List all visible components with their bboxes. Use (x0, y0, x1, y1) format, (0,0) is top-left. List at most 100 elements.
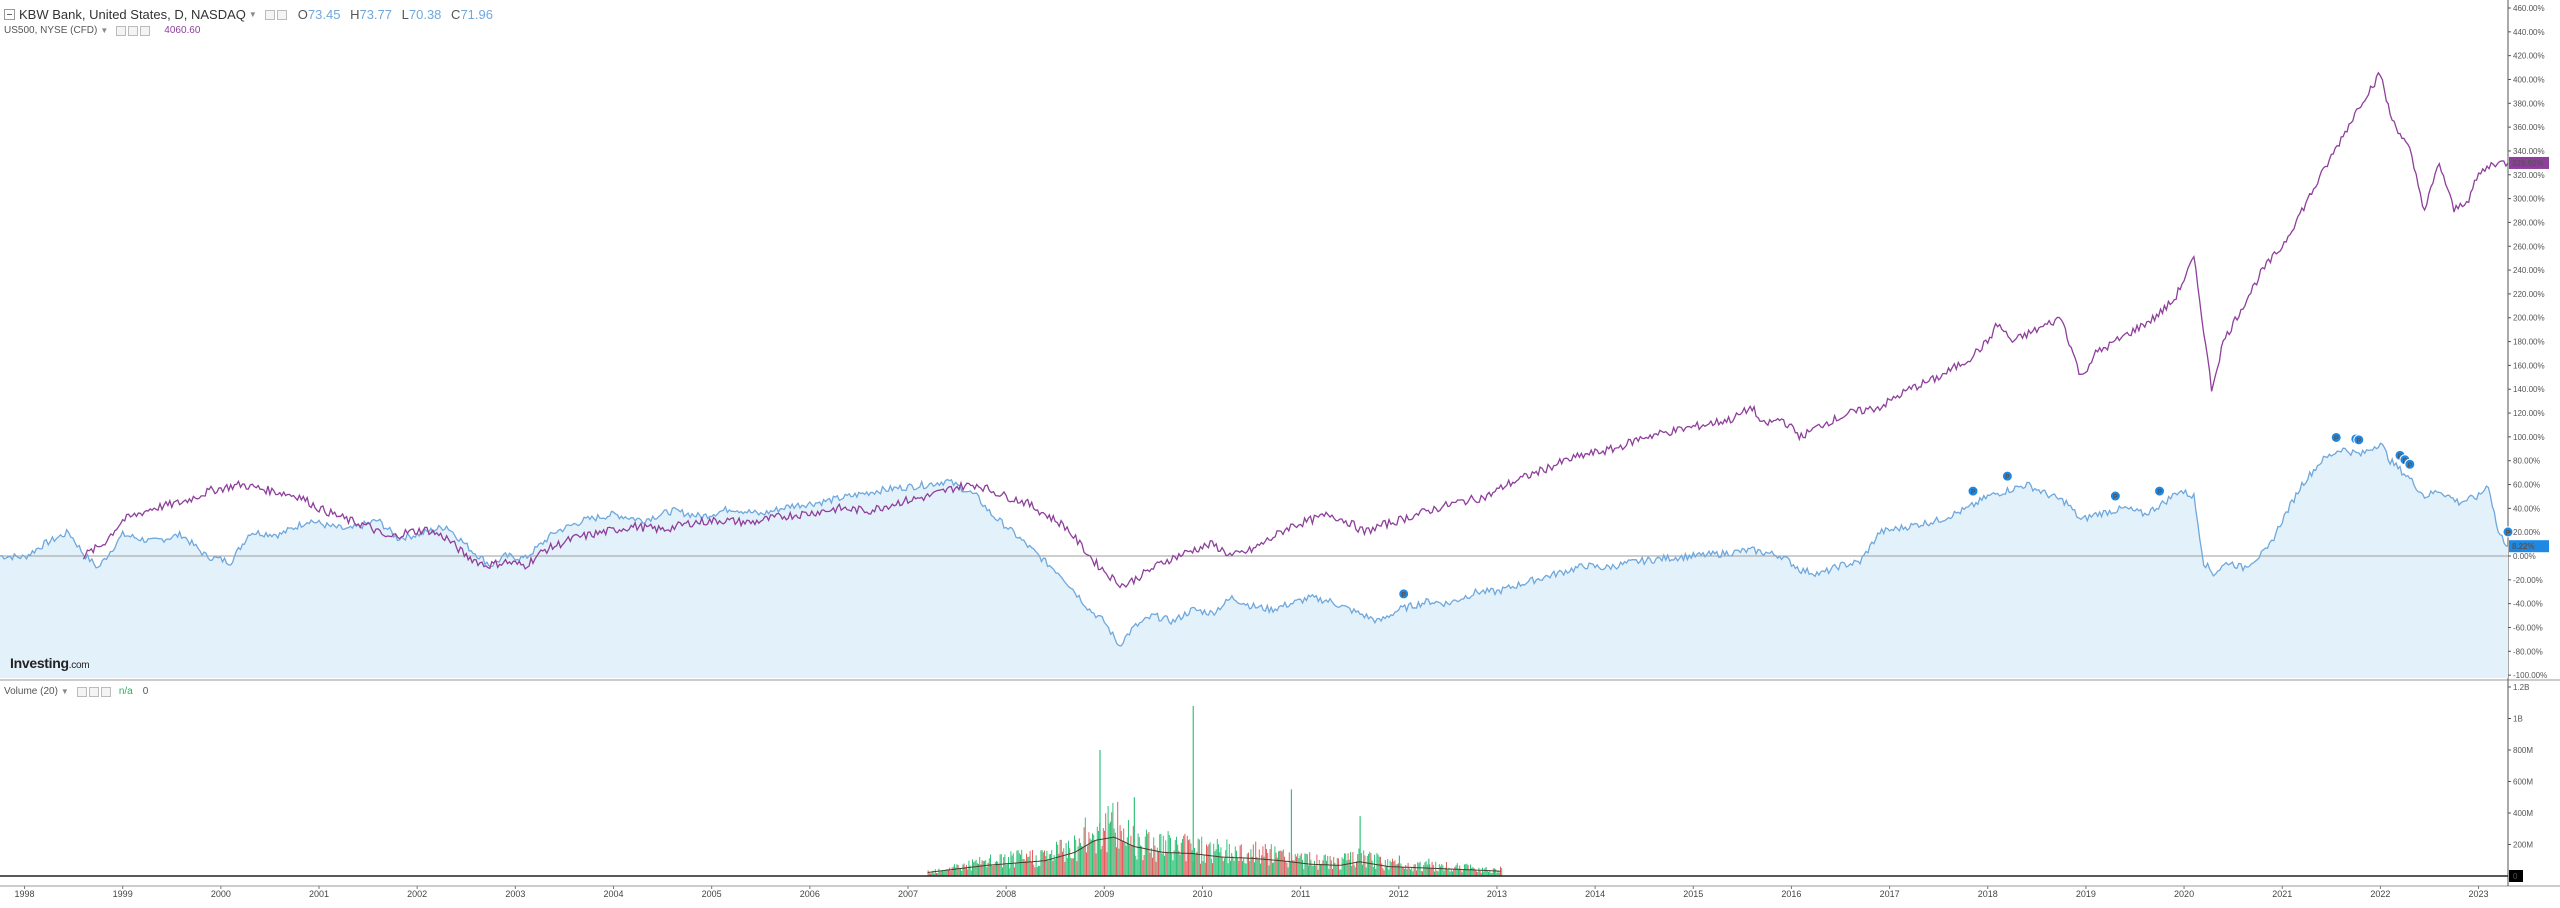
x-tick-label: 2021 (2272, 889, 2292, 899)
volume-bar (1383, 870, 1385, 876)
volume-bar (1317, 869, 1319, 876)
volume-bar (1214, 851, 1216, 876)
volume-bar (1100, 849, 1102, 876)
us500-line (82, 71, 2509, 589)
volume-bar (1069, 848, 1071, 876)
volume-bar (1030, 861, 1032, 876)
volume-bar (966, 864, 967, 876)
volume-bar (1335, 865, 1337, 876)
volume-bar (1116, 847, 1117, 876)
volume-bar (972, 859, 973, 876)
volume-bar (1302, 859, 1303, 876)
remove-icon[interactable] (100, 686, 111, 697)
volume-bar (1347, 853, 1349, 876)
x-tick-label: 2003 (505, 889, 525, 899)
y-tick-label: -80.00% (2513, 647, 2543, 656)
x-tick-label: 2015 (1683, 889, 1703, 899)
volume-bar (1172, 860, 1174, 876)
volume-bar (1387, 858, 1389, 876)
volume-bar (980, 864, 982, 876)
volume-bar (1395, 864, 1397, 876)
y-tick-label: 80.00% (2513, 457, 2540, 466)
volume-bar (1142, 860, 1144, 876)
volume-bar (1131, 846, 1133, 876)
x-tick-label: 2008 (996, 889, 1016, 899)
volume-bar (1298, 858, 1300, 876)
volume-bar (967, 869, 969, 876)
chevron-down-icon[interactable]: ▼ (248, 10, 257, 19)
volume-bar (1304, 853, 1306, 876)
hide-icon[interactable] (276, 9, 287, 20)
volume-bar (1484, 868, 1486, 876)
event-marker-label: P (2398, 453, 2403, 460)
settings-icon[interactable] (116, 25, 127, 36)
volume-bar (1028, 856, 1030, 876)
volume-bar (1165, 840, 1167, 876)
volume-bar (949, 867, 951, 876)
y-tick-label: 420.00% (2513, 52, 2545, 61)
volume-bar (1225, 850, 1227, 876)
volume-bar (1190, 843, 1192, 876)
volume-bar (992, 866, 994, 876)
volume-bar (1063, 848, 1065, 876)
y-tick-label: 240.00% (2513, 266, 2545, 275)
volume-bar (982, 861, 984, 876)
volume-bar (1128, 820, 1129, 876)
volume-bar (1450, 869, 1452, 876)
open-value: 73.45 (307, 7, 341, 22)
collapse-icon[interactable] (4, 9, 15, 20)
volume-bar (1310, 859, 1312, 876)
x-tick-label: 2011 (1291, 889, 1310, 899)
volume-bar (1050, 854, 1051, 876)
volume-bar (1338, 858, 1339, 876)
y-tick-label: -60.00% (2513, 623, 2543, 632)
settings-icon[interactable] (76, 686, 87, 697)
volume-bar (1078, 838, 1080, 876)
remove-icon[interactable] (140, 25, 151, 36)
volume-zero: 0 (142, 686, 149, 697)
volume-bar (1080, 842, 1081, 876)
volume-bar (1311, 865, 1313, 876)
volume-bar (1066, 857, 1068, 876)
volume-bar (1393, 861, 1395, 876)
volume-bar (1191, 850, 1193, 876)
volume-bar (1200, 863, 1201, 876)
volume-bar (964, 867, 966, 876)
volume-label[interactable]: Volume (20) (4, 686, 58, 697)
volume-bar (1089, 838, 1091, 876)
volume-bar (1478, 867, 1480, 876)
volume-bar (1318, 860, 1320, 876)
chevron-down-icon[interactable]: ▼ (60, 687, 69, 696)
hide-icon[interactable] (88, 686, 99, 697)
chevron-down-icon[interactable]: ▼ (100, 26, 109, 35)
volume-bar (1006, 864, 1008, 876)
volume-bar (1158, 851, 1159, 876)
volume-bar (1437, 871, 1439, 876)
hide-icon[interactable] (128, 25, 139, 36)
volume-bar (927, 870, 929, 876)
volume-bar (1242, 860, 1243, 876)
volume-bar (1305, 853, 1307, 876)
main-symbol[interactable]: KBW Bank, United States, D, NASDAQ (19, 7, 246, 22)
volume-bar (1233, 860, 1235, 876)
settings-icon[interactable] (264, 9, 275, 20)
volume-bar (1027, 856, 1029, 876)
volume-bar (1443, 870, 1445, 876)
volume-bar (1029, 850, 1031, 876)
volume-bar (1046, 850, 1048, 876)
volume-tick-label: 600M (2513, 778, 2533, 787)
volume-bar (1183, 835, 1185, 876)
compare-symbol[interactable]: US500, NYSE (CFD) (4, 25, 98, 36)
volume-bar (1155, 861, 1157, 876)
volume-bar (1388, 869, 1390, 876)
low-key: L (401, 7, 409, 22)
volume-bar (1227, 863, 1229, 876)
volume-bar (1340, 869, 1342, 876)
volume-bar (1148, 832, 1150, 876)
volume-bar (1047, 860, 1049, 876)
event-marker (1967, 485, 1979, 497)
event-marker-label: P (2506, 530, 2511, 537)
volume-bar (1141, 846, 1143, 876)
